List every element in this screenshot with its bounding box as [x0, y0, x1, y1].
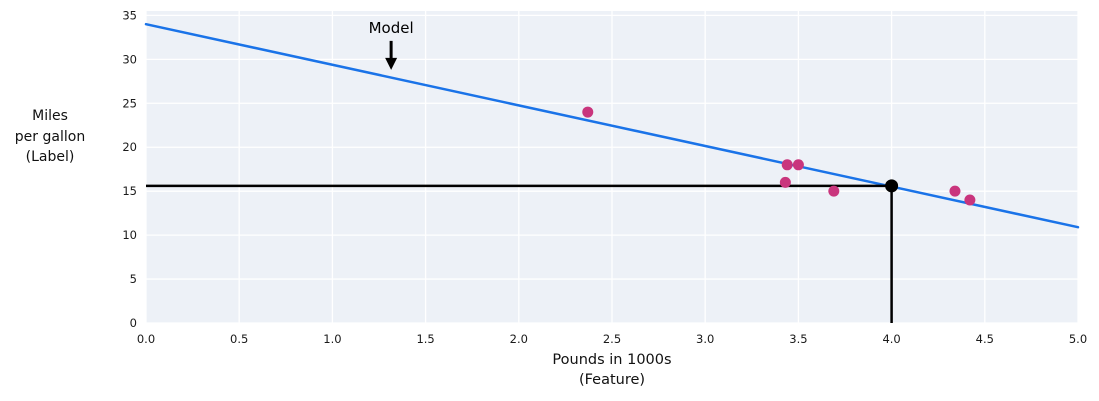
- x-axis-label-line: (Feature): [578, 371, 646, 388]
- x-tick-label: 2.0: [510, 332, 528, 346]
- y-tick-label: 35: [122, 8, 137, 22]
- data-point: [779, 176, 791, 188]
- prediction-point: [885, 179, 899, 193]
- x-tick-label: 0.0: [137, 332, 155, 346]
- x-tick-label: 3.5: [789, 332, 807, 346]
- x-tick-label: 0.5: [230, 332, 248, 346]
- y-tick-label: 20: [122, 140, 137, 154]
- model-annotation-arrowhead: [385, 57, 398, 70]
- x-tick-label: 2.5: [603, 332, 621, 346]
- y-axis-label-line: Miles: [32, 108, 68, 124]
- y-tick-label: 10: [122, 228, 137, 242]
- y-tick-label: 0: [130, 316, 137, 330]
- x-tick-label: 4.5: [976, 332, 994, 346]
- y-tick-label: 15: [122, 184, 137, 198]
- x-tick-label: 3.0: [696, 332, 714, 346]
- y-axis-label: Miles per gallon (Label): [0, 106, 100, 168]
- model-line: [144, 22, 1080, 229]
- y-tick-label: 5: [130, 272, 137, 286]
- data-point: [828, 185, 840, 197]
- data-point: [964, 194, 976, 206]
- data-point: [792, 159, 804, 171]
- data-point: [582, 106, 594, 118]
- x-axis-label: Pounds in 1000s (Feature): [146, 351, 1078, 390]
- y-tick-label: 30: [122, 52, 137, 66]
- x-tick-label: 1.5: [416, 332, 434, 346]
- x-tick-label: 1.0: [323, 332, 341, 346]
- y-axis-label-line: per gallon: [14, 128, 86, 145]
- x-axis-label-line: Pounds in 1000s: [552, 352, 672, 368]
- model-annotation-label: Model: [369, 19, 414, 37]
- y-tick-label: 25: [122, 96, 137, 110]
- x-tick-label: 5.0: [1069, 332, 1087, 346]
- data-point: [949, 185, 961, 197]
- y-axis-label-line: (Label): [25, 149, 75, 165]
- data-point: [781, 159, 793, 171]
- x-tick-label: 4.0: [882, 332, 900, 346]
